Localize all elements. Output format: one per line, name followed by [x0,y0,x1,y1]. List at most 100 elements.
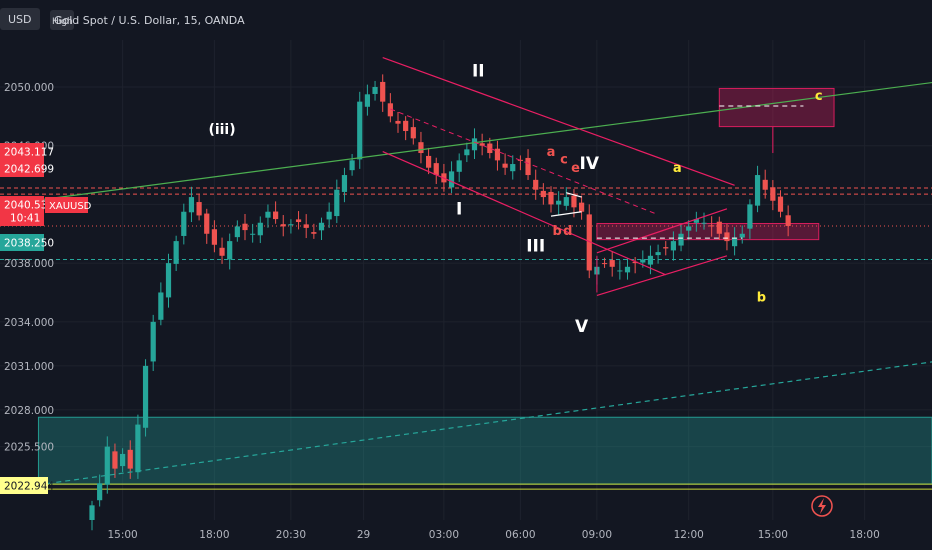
time-axis[interactable]: 15:00 18:00 20:30 29 03:00 06:00 09:00 12:00 15:… [107,529,879,541]
candle-41 [403,116,409,141]
candle-0 [89,500,95,531]
wave-label-6: a [547,145,556,160]
candle-49 [464,142,470,163]
candle-42 [410,118,416,145]
zones [37,87,932,485]
drawings [38,57,932,486]
price-mode-button[interactable] [50,10,74,30]
candle-77 [678,223,684,252]
candle-21 [250,223,256,243]
candle-39 [387,93,393,123]
candle-8 [150,314,156,371]
price-badges: 2043.117 2042.699 2040.530 10:41 XAUUSD … [0,143,92,494]
candle-57 [525,149,531,180]
candle-89 [770,180,776,211]
wave-label-1: II [472,62,485,82]
candle-44 [426,147,432,175]
candle-24 [273,201,279,224]
drawing-line-1 [38,361,932,486]
candle-38 [380,74,386,112]
currency-label: USD [8,13,32,26]
candle-79 [693,211,699,232]
candle-68 [609,251,615,277]
wave-label-8: e [571,161,580,176]
y-tick-5: 2031.000 [4,361,54,373]
candle-27 [295,211,302,230]
candle-86 [747,199,753,239]
candle-7 [142,359,149,437]
candle-19 [234,220,240,242]
x-tick-0: 15:00 [107,529,137,541]
candle-55 [510,155,516,180]
candle-37 [372,80,378,101]
level-bottom-badge: 2022.944 [4,481,54,493]
currency-button[interactable] [0,8,40,30]
price-mode-label: High [52,17,73,27]
drawing-line-4 [390,108,659,216]
candle-80 [701,212,707,230]
wave-label-0: (iii) [208,122,235,138]
candle-34 [349,154,355,176]
zone-2 [596,222,820,241]
candle-50 [471,128,478,159]
wave-label-10: d [563,224,572,239]
candle-71 [632,257,638,274]
chart-title: Gold Spot / U.S. Dollar, 15, OANDA [54,14,245,27]
countdown-badge: 10:41 [10,213,40,225]
candle-60 [548,186,554,213]
wave-label-13: c [815,89,823,104]
candle-67 [601,257,608,268]
wave-label-5: V [575,317,589,337]
price-axis[interactable]: 2050.0002046.0002042.0002038.0002034.000… [4,82,54,454]
candle-51 [479,133,485,156]
candle-12 [181,203,187,245]
wave-label-4: IV [580,154,600,174]
symbol-badge: XAUUSD [49,201,92,212]
drawing-line-0 [38,81,932,201]
candle-2 [104,436,110,494]
candle-10 [165,253,172,308]
level-low-badge: 2038.250 [4,238,54,250]
candle-16 [211,220,217,253]
x-tick-3: 29 [357,529,370,541]
candle-45 [433,157,439,185]
x-tick-8: 15:00 [758,529,788,541]
candle-87 [754,165,761,213]
candle-13 [188,186,195,223]
candle-1 [97,474,103,507]
candle-75 [663,241,669,256]
lightning-icon[interactable] [811,495,833,517]
wave-label-9: b [552,224,561,239]
candle-62 [563,187,569,211]
drawing-line-6 [550,211,582,217]
candle-31 [326,202,332,228]
candle-35 [357,91,363,169]
wave-label-7: c [560,152,568,167]
candle-18 [227,233,233,270]
candle-81 [709,216,715,237]
wave-label-2: I [456,200,462,220]
y-tick-3: 2038.000 [4,258,54,270]
x-tick-1: 18:00 [199,529,229,541]
candle-3 [112,443,118,478]
y-tick-0: 2050.000 [4,82,54,94]
candle-58 [533,169,539,200]
candle-48 [456,153,462,183]
zone-0 [37,416,932,485]
candle-26 [288,219,294,234]
candle-59 [540,183,546,205]
x-tick-7: 12:00 [674,529,704,541]
x-tick-9: 18:00 [850,529,880,541]
drawing-line-8 [596,208,728,254]
candle-82 [716,216,722,240]
candle-40 [395,111,401,133]
candle-28 [303,214,309,239]
candle-4 [120,448,126,472]
candle-54 [502,153,508,175]
current-price-badge: 2040.530 [4,200,54,212]
candle-14 [196,193,202,221]
candle-61 [556,191,562,215]
